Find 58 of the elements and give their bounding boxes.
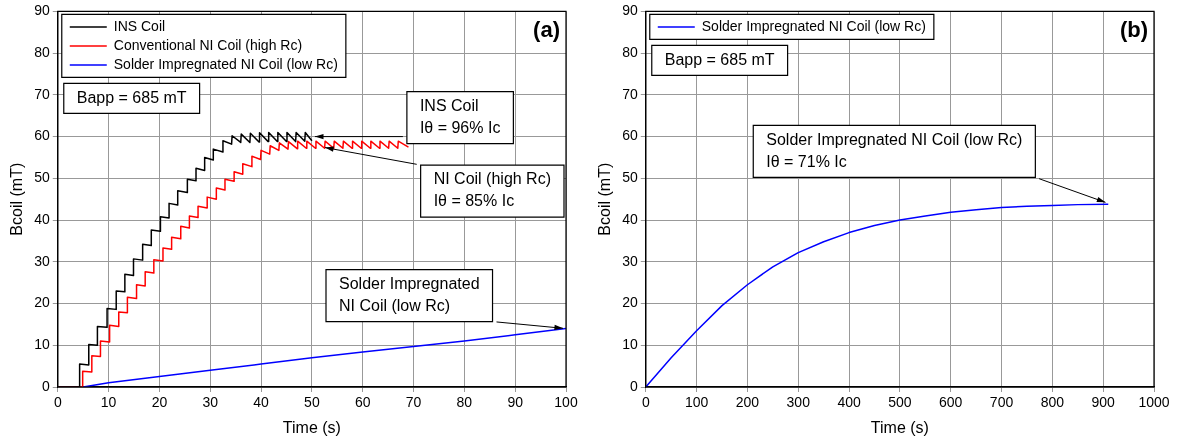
x-tick-label: 700 <box>989 394 1014 411</box>
x-tick-label: 100 <box>684 394 709 411</box>
y-tick-label: 20 <box>34 294 50 311</box>
y-tick-label: 0 <box>629 377 638 394</box>
y-tick-label: 40 <box>34 210 50 227</box>
x-tick-label: 50 <box>304 394 320 411</box>
chart-title: (b) <box>1119 17 1148 43</box>
y-tick-label: 90 <box>622 2 638 19</box>
annotation: Bapp = 685 mT <box>664 50 775 68</box>
x-tick-label: 40 <box>253 394 270 411</box>
x-tick-label: 30 <box>202 394 219 411</box>
legend-label: Solder Impregnated NI Coil (low Rc) <box>701 17 926 34</box>
x-tick-label: 500 <box>888 394 912 411</box>
y-tick-label: 60 <box>34 127 50 144</box>
x-tick-label: 70 <box>405 394 422 411</box>
x-axis-title: Time (s) <box>870 418 929 436</box>
y-tick-label: 70 <box>622 85 638 102</box>
x-tick-label: 80 <box>456 394 473 411</box>
y-tick-label: 60 <box>622 127 638 144</box>
y-tick-label: 30 <box>34 252 50 269</box>
y-tick-label: 10 <box>34 336 50 353</box>
x-tick-label: 1000 <box>1138 394 1170 411</box>
y-tick-label: 80 <box>34 43 50 60</box>
x-axis-title: Time (s) <box>282 418 341 436</box>
y-tick-label: 0 <box>41 377 50 394</box>
y-tick-label: 80 <box>622 43 638 60</box>
y-tick-label: 30 <box>622 252 638 269</box>
y-tick-label: 10 <box>622 336 638 353</box>
x-tick-label: 800 <box>1040 394 1065 411</box>
x-tick-label: 60 <box>354 394 371 411</box>
annotation: Solder Impregnated NI Coil (low Rc) Iθ = 71% Ic <box>766 130 1023 170</box>
x-tick-label: 200 <box>735 394 760 411</box>
annotation: Bapp = 685 mT <box>76 88 187 106</box>
x-tick-label: 90 <box>507 394 524 411</box>
x-tick-label: 100 <box>554 394 578 411</box>
annotation: Solder Impregnated NI Coil (low Rc) <box>339 274 480 314</box>
y-axis-title: Bcoil (mT) <box>596 162 614 236</box>
legend-label: INS Coil <box>113 17 166 34</box>
y-tick-label: 50 <box>622 169 638 186</box>
x-tick-label: 0 <box>53 394 62 411</box>
annotation: INS Coil Iθ = 96% Ic <box>419 97 501 137</box>
y-tick-label: 50 <box>34 169 50 186</box>
x-tick-label: 20 <box>151 394 168 411</box>
x-tick-label: 600 <box>939 394 963 411</box>
x-tick-label: 10 <box>100 394 117 411</box>
y-tick-label: 20 <box>622 294 638 311</box>
x-tick-label: 900 <box>1091 394 1116 411</box>
x-tick-label: 0 <box>641 394 650 411</box>
legend-label: Solder Impregnated NI Coil (low Rc) <box>113 55 338 72</box>
y-tick-label: 90 <box>34 2 50 19</box>
x-tick-label: 300 <box>786 394 811 411</box>
y-tick-label: 70 <box>34 85 50 102</box>
y-tick-label: 40 <box>622 210 638 227</box>
chart-title: (a) <box>533 17 560 43</box>
x-tick-label: 400 <box>837 394 861 411</box>
y-axis-title: Bcoil (mT) <box>8 162 26 236</box>
legend-label: Conventional NI Coil (high Rc) <box>113 36 303 53</box>
annotation: NI Coil (high Rc) Iθ = 85% Ic <box>433 170 551 210</box>
